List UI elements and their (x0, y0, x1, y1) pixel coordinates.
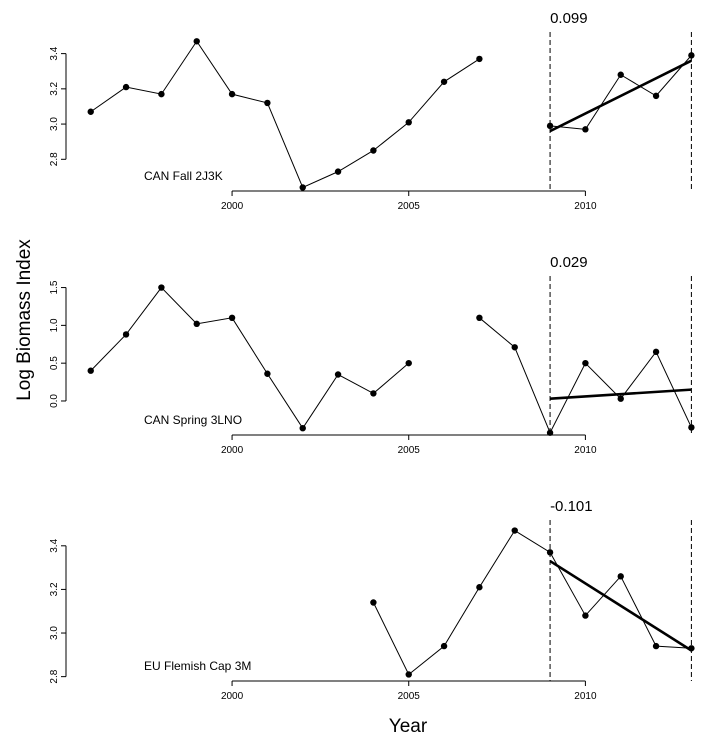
trend-line (549, 388, 692, 401)
data-point (193, 320, 200, 328)
data-point (582, 359, 589, 367)
data-point (299, 184, 306, 191)
series-line (372, 529, 692, 676)
x-tick-label: 2000 (221, 201, 244, 212)
data-point (228, 314, 236, 322)
data-point (122, 83, 130, 91)
data-point (582, 612, 589, 619)
data-point (511, 527, 518, 534)
data-point (617, 71, 624, 78)
data-point (87, 367, 94, 374)
y-tick-label: 3.2 (49, 582, 60, 596)
panels: 2.8 3.0 3.2 3.4 2000 2005 2010 CAN Fall 2J3K 0.0… (49, 10, 695, 702)
data-point (370, 147, 377, 154)
data-point (476, 314, 483, 322)
data-point (440, 642, 448, 650)
data-point (688, 424, 695, 431)
data-point (476, 584, 483, 591)
trend-line (549, 559, 693, 652)
data-point (688, 645, 695, 652)
data-point (476, 55, 483, 63)
x-tick-label: 2000 (221, 445, 244, 456)
x-tick-label: 2005 (398, 445, 421, 456)
y-tick-label: 1.5 (49, 280, 60, 294)
data-point (193, 38, 200, 45)
x-tick-label: 2005 (398, 201, 421, 212)
y-tick-label: 0.5 (49, 356, 60, 370)
data-point (264, 99, 271, 107)
data-point (228, 90, 236, 98)
y-tick-label: 3.4 (49, 46, 60, 60)
y-tick-label: 1.0 (49, 318, 60, 332)
series-line (479, 317, 692, 434)
panel-3: 2.8 3.0 3.2 3.4 2000 2005 2010 EU Flemish Cap 3… (49, 498, 695, 702)
data-point (546, 429, 554, 436)
panel-label: EU Flemish Cap 3M (144, 659, 251, 673)
x-tick-label: 2010 (574, 201, 597, 212)
y-tick-label: 3.4 (49, 538, 60, 552)
y-tick-label: 2.8 (49, 669, 60, 683)
data-point (617, 573, 624, 580)
panel-1: 2.8 3.0 3.2 3.4 2000 2005 2010 CAN Fall 2J3K 0.0… (49, 10, 695, 212)
data-point (511, 344, 518, 351)
data-point (652, 348, 660, 356)
panel-2: 0.0 0.5 1.0 1.5 2000 2005 2010 CAN Spring 3LNO 0… (49, 254, 695, 456)
y-tick-label: 0.0 (49, 394, 60, 408)
trend-slope-label: 0.029 (550, 254, 588, 271)
data-point (87, 108, 94, 115)
x-tick-label: 2005 (398, 691, 421, 702)
data-point (652, 92, 660, 100)
y-tick-label: 3.2 (49, 81, 60, 95)
trend-line (549, 59, 692, 133)
x-tick-label: 2010 (574, 445, 597, 456)
y-tick-label: 3.0 (49, 117, 60, 131)
y-axis-title: Log Biomass Index (14, 239, 35, 401)
x-tick-label: 2010 (574, 691, 597, 702)
data-point (582, 126, 589, 133)
data-point (405, 671, 412, 678)
data-point (440, 78, 448, 85)
data-point (122, 331, 130, 338)
data-point (688, 52, 695, 59)
series-line (90, 40, 480, 189)
y-tick-label: 2.8 (49, 152, 60, 166)
data-point (546, 549, 554, 556)
data-point (370, 599, 377, 606)
x-tick-label: 2000 (221, 691, 244, 702)
data-point (299, 424, 306, 432)
data-point (370, 390, 377, 397)
trend-slope-label: -0.101 (550, 498, 593, 515)
data-point (158, 284, 165, 291)
trend-slope-label: 0.099 (550, 10, 588, 27)
series-line (550, 55, 692, 130)
x-axis-title: Year (389, 716, 428, 737)
data-point (405, 119, 412, 126)
panel-label: CAN Fall 2J3K (144, 169, 223, 183)
data-point (405, 359, 412, 367)
data-point (652, 642, 660, 650)
data-point (546, 122, 554, 130)
data-point (334, 168, 342, 175)
panel-label: CAN Spring 3LNO (144, 413, 242, 427)
y-tick-label: 3.0 (49, 626, 60, 640)
data-point (617, 395, 624, 402)
data-point (334, 371, 342, 378)
series-line (90, 286, 410, 430)
data-point (264, 370, 271, 377)
data-point (158, 90, 165, 98)
